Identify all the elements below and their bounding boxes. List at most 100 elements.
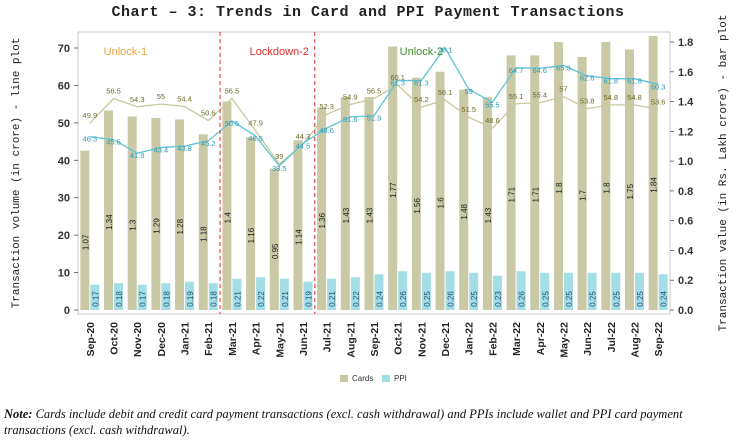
- note-prefix: Note:: [4, 407, 33, 421]
- right-tick-label: 1.8: [678, 37, 693, 49]
- right-tick-label: 0.6: [678, 216, 693, 228]
- bar-cards-label: 1.71: [531, 186, 540, 202]
- bar-ppi: [161, 283, 171, 310]
- bar-cards: [293, 140, 303, 310]
- bar-ppi-label: 0.26: [447, 291, 456, 307]
- line-cards-label: 54.8: [627, 93, 642, 102]
- line-ppi-label: 48.6: [319, 126, 334, 135]
- bar-ppi: [611, 272, 621, 310]
- bar-cards: [151, 117, 161, 310]
- bar-cards-label: 1.71: [508, 186, 517, 202]
- x-tick-label: Jun-21: [298, 322, 310, 356]
- legend-swatch-cards: [340, 375, 348, 382]
- line-cards-label: 53.8: [580, 97, 595, 106]
- chart-title: Chart – 3: Trends in Card and PPI Paymen…: [111, 4, 625, 21]
- line-ppi-label: 70.1: [438, 46, 453, 55]
- bar-cards: [340, 97, 350, 310]
- left-tick-label: 10: [58, 268, 70, 280]
- chart-note: Note: Cards include debit and credit car…: [4, 406, 732, 438]
- bar-cards-label: 1.14: [294, 229, 303, 245]
- line-cards-label: 50.6: [201, 109, 216, 118]
- line-ppi-label: 46.3: [83, 135, 98, 144]
- line-ppi-label: 51.6: [343, 115, 358, 124]
- bar-ppi: [587, 272, 597, 310]
- bar-ppi-label: 0.25: [541, 291, 550, 307]
- left-tick-label: 30: [58, 193, 70, 205]
- bar-ppi-label: 0.21: [233, 291, 242, 307]
- bar-ppi-label: 0.26: [518, 291, 527, 307]
- bar-cards: [506, 55, 516, 311]
- line-cards-label: 57: [559, 85, 567, 94]
- x-tick-label: Dec-20: [156, 322, 168, 357]
- bar-ppi-label: 0.24: [660, 291, 669, 307]
- bar-cards: [175, 119, 185, 310]
- x-tick-label: Jul-21: [322, 322, 334, 353]
- x-tick-label: Nov-21: [416, 322, 428, 357]
- bar-ppi: [421, 272, 431, 310]
- bar-ppi: [469, 272, 479, 310]
- right-tick-label: 1.0: [678, 156, 693, 168]
- left-tick-label: 0: [64, 305, 70, 317]
- line-cards-label: 55: [157, 92, 165, 101]
- legend-swatch-ppi: [382, 375, 390, 382]
- phase-label-lockdown-2: Lockdown-2: [250, 46, 309, 58]
- bar-ppi-label: 0.18: [162, 291, 171, 307]
- line-cards-label: 54.9: [343, 93, 358, 102]
- bar-cards: [459, 89, 469, 311]
- left-tick-label: 50: [58, 118, 70, 130]
- bar-ppi-label: 0.25: [565, 291, 574, 307]
- bar-ppi-label: 0.17: [139, 291, 148, 307]
- chart-canvas: 0 10 20 30 40 50 60 70 0.0 0.2 0.4 0.6 0.8 1.0 1.2 1.4 1…: [11, 15, 730, 383]
- bar-ppi: [374, 274, 384, 310]
- bar-cards-label: 1.8: [602, 182, 611, 194]
- bar-cards-label: 1.7: [579, 189, 588, 201]
- bar-ppi: [256, 277, 266, 310]
- bar-cards: [624, 49, 634, 310]
- bar-cards: [577, 56, 587, 311]
- line-ppi-label: 44.5: [296, 141, 311, 150]
- bar-ppi-label: 0.24: [376, 291, 385, 307]
- x-tick-label: Feb-22: [487, 322, 499, 356]
- note-text: Cards include debit and credit card paym…: [4, 407, 683, 437]
- bar-ppi-label: 0.21: [328, 291, 337, 307]
- bar-cards-label: 1.36: [318, 212, 327, 228]
- bar-ppi-label: 0.22: [352, 291, 361, 307]
- bar-cards-label: 1.34: [105, 214, 114, 230]
- bar-cards-label: 1.16: [247, 227, 256, 243]
- bar-cards-label: 1.4: [223, 212, 232, 224]
- bar-cards: [104, 110, 114, 310]
- x-tick-label: May-22: [558, 322, 570, 358]
- bar-cards: [648, 36, 658, 311]
- line-cards-label: 60.1: [390, 73, 405, 82]
- line-ppi-label: 61.8: [603, 77, 618, 86]
- right-tick-label: 1.6: [678, 67, 693, 79]
- x-tick-label: Jul-22: [606, 322, 618, 353]
- bar-ppi-label: 0.25: [636, 291, 645, 307]
- bar-ppi: [185, 281, 195, 310]
- left-tick-label: 60: [58, 80, 70, 92]
- bar-cards-label: 0.95: [271, 243, 280, 259]
- x-tick-label: Oct-20: [109, 322, 121, 355]
- line-ppi-label: 51.9: [367, 114, 382, 123]
- bar-ppi: [279, 278, 289, 310]
- x-tick-label: Dec-21: [440, 322, 452, 357]
- x-tick-label: Sep-20: [85, 322, 97, 357]
- bar-cards: [317, 107, 327, 310]
- x-tick-label: Jan-22: [464, 322, 476, 355]
- right-tick-label: 0.4: [678, 245, 694, 257]
- bar-ppi-label: 0.25: [470, 291, 479, 307]
- line-cards-label: 56.1: [438, 88, 453, 97]
- x-tick-label: Jun-22: [582, 322, 594, 356]
- bar-ppi: [563, 272, 573, 310]
- bar-ppi: [232, 278, 242, 310]
- bar-ppi: [208, 283, 218, 310]
- bar-ppi: [398, 271, 408, 310]
- x-tick-label: May-21: [274, 322, 286, 358]
- line-cards-label: 54.3: [130, 95, 145, 104]
- legend-label-cards: Cards: [352, 374, 373, 383]
- line-cards-label: 56.5: [106, 87, 121, 96]
- right-tick-label: 1.4: [678, 97, 694, 109]
- line-cards-label: 55.1: [509, 92, 524, 101]
- bar-ppi: [114, 283, 124, 310]
- line-ppi-label: 38.5: [272, 164, 287, 173]
